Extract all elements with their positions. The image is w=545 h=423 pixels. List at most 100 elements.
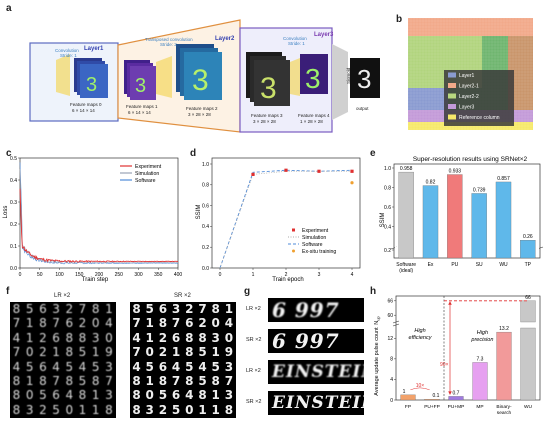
b-legend-swatch-0 xyxy=(448,72,456,78)
e-ytick-1: 0.4 xyxy=(384,224,391,230)
g-sample-text-1: 6 997 xyxy=(272,329,340,353)
h-bar-top-5 xyxy=(520,300,536,323)
h-cat-label-0: FP xyxy=(405,404,411,410)
e-ytick-0: 0.2 xyxy=(384,248,391,254)
f-digit-cell: 5 xyxy=(145,359,154,374)
f-digit-cell: 1 xyxy=(52,345,60,360)
f-digit-cell: 6 xyxy=(52,388,60,403)
f-digit-cell: 3 xyxy=(211,330,220,345)
f-digit-cell: 2 xyxy=(39,402,47,417)
f-digit-cell: 8 xyxy=(211,302,220,316)
b-legend-swatch-1 xyxy=(448,83,456,88)
f-digit-cell: 1 xyxy=(171,345,181,360)
f-digit-cell: 8 xyxy=(91,302,100,316)
b-legend-label-3: Layer3 xyxy=(459,105,475,111)
f-digit-cell: 3 xyxy=(91,330,100,345)
layer1-name: Layer1 xyxy=(84,46,104,52)
f-digit-cell: 2 xyxy=(158,330,168,345)
layer2-dims1: 6 × 14 × 14 xyxy=(128,110,151,115)
panel-b-legend: Layer1 Layer2-1 Layer2-2 Layer3 Reference co… xyxy=(444,70,514,126)
f-digit-cell: 7 xyxy=(78,302,87,316)
e-ytick-4: 1.0 xyxy=(384,166,391,172)
f-digit-cell: 7 xyxy=(224,374,234,388)
f-digit-cell: 4 xyxy=(224,316,234,331)
panel-b-crossbar-map: Layer1 Layer2-1 Layer2-2 Layer3 Reference co… xyxy=(408,18,533,130)
f-digit-cell: 5 xyxy=(158,388,168,403)
svg-text:3: 3 xyxy=(192,64,209,97)
e-bar-1 xyxy=(422,185,439,259)
f-digit-cell: 8 xyxy=(78,330,87,345)
e-cat-label-3: SU xyxy=(476,262,483,268)
e-bar-5 xyxy=(520,240,536,259)
f-digit-cell: 3 xyxy=(25,402,34,417)
f-digit-cell: 5 xyxy=(39,388,47,403)
f-digit-cell: 8 xyxy=(211,374,220,388)
f-digit-cell: 2 xyxy=(78,316,87,331)
f-digit-cell: 6 xyxy=(39,302,47,316)
f-digit-cell: 0 xyxy=(145,388,154,403)
h-bar-1 xyxy=(424,399,440,401)
f-digit-cell: 0 xyxy=(105,330,113,345)
svg-text:3: 3 xyxy=(305,63,321,94)
f-digit-cell: 1 xyxy=(91,388,100,403)
layer3-fm4: Feature maps 4 xyxy=(298,113,330,118)
f-digit-cell: 9 xyxy=(105,345,113,360)
f-digit-cell: 8 xyxy=(185,374,194,388)
f-digit-cell: 2 xyxy=(39,330,47,345)
f-digit-cell: 0 xyxy=(25,345,34,360)
g-row-label-0: LR ×2 xyxy=(246,306,261,312)
f-digit-cell: 4 xyxy=(171,359,181,374)
d-xtick-3: 3 xyxy=(318,272,321,278)
f-digit-cell: 5 xyxy=(198,345,207,360)
layer3-fm3: Feature maps 3 xyxy=(251,113,283,118)
f-lr-title: LR ×2 xyxy=(54,293,71,299)
f-sr-title: SR ×2 xyxy=(174,293,191,299)
layer1-dims: 6 × 14 × 14 xyxy=(72,108,95,113)
f-digit-cell: 0 xyxy=(25,388,34,403)
output-digit-image xyxy=(350,58,380,98)
panel-c-loss-chart: 0 50 100 150 200 250 300 350 400 0.0 0.1 0.2 0.3 0.4 0… xyxy=(3,156,182,283)
f-digit-cell: 5 xyxy=(198,374,207,388)
f-digit-cell: 3 xyxy=(224,388,234,403)
f-digit-cell: 0 xyxy=(211,316,220,331)
f-digit-cell: 5 xyxy=(185,359,194,374)
f-digit-cell: 8 xyxy=(224,402,234,417)
c-xlabel: Train step xyxy=(82,277,109,283)
f-digit-cell: 1 xyxy=(91,345,100,360)
f-digit-cell: 0 xyxy=(91,316,100,331)
f-digit-cell: 1 xyxy=(198,402,207,417)
d-xlabel: Train epoch xyxy=(272,277,303,283)
h-value-label-0: 1 xyxy=(403,389,406,395)
f-digit-cell: 7 xyxy=(198,302,207,316)
d-ylabel: SSIM xyxy=(196,205,202,220)
g-row-label-3: SR ×2 xyxy=(246,399,262,405)
f-digit-cell: 8 xyxy=(132,388,141,403)
e-value-label-5: 0.26 xyxy=(523,234,533,240)
b-legend-label-2: Layer2-2 xyxy=(459,94,479,100)
g-sample-text-2: EINSTEIN xyxy=(272,362,364,382)
layer3-op: Convolution xyxy=(283,36,307,41)
f-digit-cell: 5 xyxy=(211,359,220,374)
g-sample-image-2: EINSTEIN xyxy=(268,360,364,384)
h-cat-label-5: WU xyxy=(524,404,533,410)
f-digit-cell: 1 xyxy=(211,388,220,403)
h-bar-4 xyxy=(496,331,512,401)
h-10x-arrow xyxy=(410,387,430,391)
d-point-experiment-3 xyxy=(317,169,321,173)
h-cat-label-1: PU+FP xyxy=(424,404,440,410)
f-digit-cell: 2 xyxy=(158,402,168,417)
f-digit-cell: 8 xyxy=(198,330,207,345)
f-digit-cell: 8 xyxy=(39,374,47,388)
panel-g-handwriting: LR ×2 6 997 SR ×2 6 997 LR ×2 EINSTEIN SR ×2 EI… xyxy=(246,292,366,420)
c-ytick-4: 0.4 xyxy=(10,178,17,184)
panel-e-ssim-bar-chart: Super-resolution results using SRNet×2 S… xyxy=(380,156,544,274)
f-digit-cell: 3 xyxy=(224,359,234,374)
h-high-efficiency-1: High xyxy=(414,328,425,334)
f-digit-cell: 1 xyxy=(145,374,154,388)
c-xtick-5: 250 xyxy=(115,272,124,278)
layer1-stride: Stride: 1 xyxy=(60,53,77,58)
svg-text:3: 3 xyxy=(260,72,277,105)
panel-a-architecture: 3 3 Layer1 Convolution Stride: 1 Feature… xyxy=(29,19,380,133)
